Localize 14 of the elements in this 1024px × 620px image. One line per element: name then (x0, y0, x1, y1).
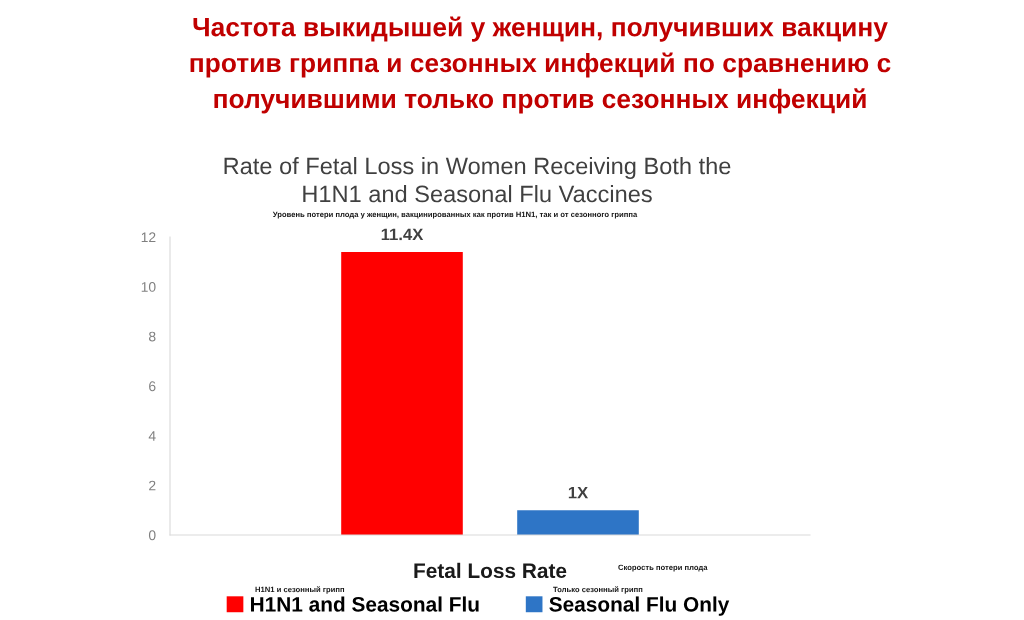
legend-label: Seasonal Flu Only (549, 596, 730, 616)
y-tick-label: 12 (141, 232, 156, 243)
data-label: 11.4X (381, 228, 424, 241)
y-tick-label: 0 (148, 530, 156, 541)
chart-subtitle: Rate of Fetal Loss in Women Receiving Both the H1N1 and Seasonal Flu Vaccines (224, 157, 731, 203)
y-tick-label: 4 (148, 431, 156, 441)
y-tick-label: 8 (148, 331, 156, 342)
y-tick-label: 10 (141, 282, 156, 292)
y-tick-label: 6 (149, 381, 156, 392)
data-label: 1X (568, 486, 589, 499)
y-tick-label: 2 (149, 480, 156, 491)
chart-title: Частота выкидышей у женщин, получивших вакцину против гриппа и сезонных инфекций по сравнению с получившими только против сезонных инфекций (190, 16, 891, 114)
legend-label: H1N1 and Seasonal Flu (251, 596, 479, 612)
x-tick-label: Fetal Loss Rate (414, 562, 567, 579)
